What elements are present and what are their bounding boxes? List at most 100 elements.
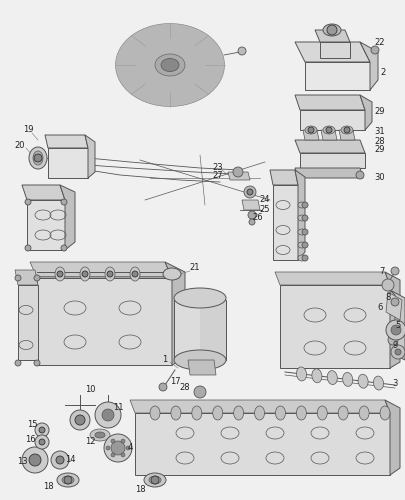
Ellipse shape [297, 242, 305, 248]
Text: 24: 24 [259, 196, 270, 204]
Ellipse shape [326, 370, 337, 384]
Text: 19: 19 [23, 126, 33, 134]
Circle shape [34, 360, 40, 366]
Polygon shape [200, 298, 226, 360]
Circle shape [151, 476, 159, 484]
Text: 9: 9 [391, 340, 396, 349]
Polygon shape [15, 270, 38, 285]
Circle shape [355, 171, 363, 179]
Circle shape [64, 476, 72, 484]
Text: 21: 21 [189, 264, 200, 272]
Ellipse shape [130, 267, 140, 281]
Circle shape [82, 271, 88, 277]
Circle shape [57, 271, 63, 277]
Circle shape [301, 229, 307, 235]
Ellipse shape [121, 28, 218, 102]
Text: 11: 11 [113, 404, 123, 412]
Polygon shape [60, 185, 75, 250]
Circle shape [343, 127, 349, 133]
Polygon shape [188, 360, 215, 375]
Ellipse shape [119, 26, 220, 104]
Circle shape [232, 167, 243, 177]
Ellipse shape [80, 267, 90, 281]
Circle shape [15, 275, 21, 281]
Text: 1: 1 [162, 356, 167, 364]
Circle shape [111, 441, 125, 455]
Circle shape [25, 199, 31, 205]
Polygon shape [30, 262, 172, 278]
Circle shape [159, 383, 166, 391]
Text: 4: 4 [127, 444, 132, 452]
Ellipse shape [297, 255, 305, 261]
Ellipse shape [337, 406, 347, 420]
Ellipse shape [379, 406, 389, 420]
Polygon shape [359, 42, 377, 90]
Circle shape [39, 427, 45, 433]
Polygon shape [27, 200, 65, 250]
Text: 27: 27 [212, 170, 223, 179]
Ellipse shape [297, 202, 305, 208]
Circle shape [34, 154, 42, 162]
Circle shape [34, 275, 40, 281]
Polygon shape [174, 300, 226, 360]
Circle shape [390, 267, 398, 275]
Polygon shape [45, 135, 88, 148]
Text: 8: 8 [384, 294, 390, 302]
Ellipse shape [115, 24, 224, 106]
Text: 5: 5 [394, 320, 400, 330]
Ellipse shape [33, 151, 43, 165]
Ellipse shape [358, 406, 368, 420]
Polygon shape [48, 148, 88, 178]
Ellipse shape [254, 406, 264, 420]
Circle shape [39, 439, 45, 445]
Text: 15: 15 [27, 420, 37, 430]
Circle shape [247, 211, 256, 219]
Circle shape [61, 199, 67, 205]
Polygon shape [319, 42, 349, 58]
Text: 3: 3 [391, 378, 397, 388]
Polygon shape [384, 272, 399, 368]
Circle shape [325, 127, 331, 133]
Ellipse shape [174, 350, 226, 370]
Circle shape [104, 434, 132, 462]
Text: 20: 20 [15, 140, 25, 149]
Polygon shape [294, 42, 369, 62]
Ellipse shape [95, 432, 105, 438]
Circle shape [301, 202, 307, 208]
Polygon shape [269, 170, 297, 185]
Ellipse shape [212, 406, 222, 420]
Ellipse shape [174, 288, 226, 308]
Polygon shape [320, 130, 336, 140]
Circle shape [95, 402, 121, 428]
Circle shape [370, 46, 378, 54]
Ellipse shape [149, 476, 161, 484]
Circle shape [246, 189, 252, 195]
Text: 18: 18 [43, 482, 53, 492]
Text: 10: 10 [85, 386, 95, 394]
Ellipse shape [149, 406, 160, 420]
Ellipse shape [55, 267, 65, 281]
Text: 30: 30 [374, 174, 384, 182]
Circle shape [301, 242, 307, 248]
Polygon shape [389, 290, 404, 360]
Polygon shape [279, 285, 389, 368]
Ellipse shape [322, 24, 340, 36]
Text: 18: 18 [134, 486, 145, 494]
Polygon shape [299, 110, 364, 130]
Ellipse shape [342, 372, 352, 386]
Ellipse shape [118, 26, 222, 104]
Circle shape [61, 245, 67, 251]
Circle shape [248, 219, 254, 225]
Polygon shape [272, 185, 297, 260]
Circle shape [102, 409, 114, 421]
Text: 14: 14 [64, 456, 75, 464]
Polygon shape [18, 285, 38, 360]
Circle shape [15, 360, 21, 366]
Text: 23: 23 [212, 162, 223, 172]
Circle shape [35, 435, 49, 449]
Ellipse shape [297, 215, 305, 221]
Ellipse shape [171, 406, 181, 420]
Circle shape [51, 451, 69, 469]
Polygon shape [314, 30, 349, 42]
Polygon shape [22, 185, 65, 200]
